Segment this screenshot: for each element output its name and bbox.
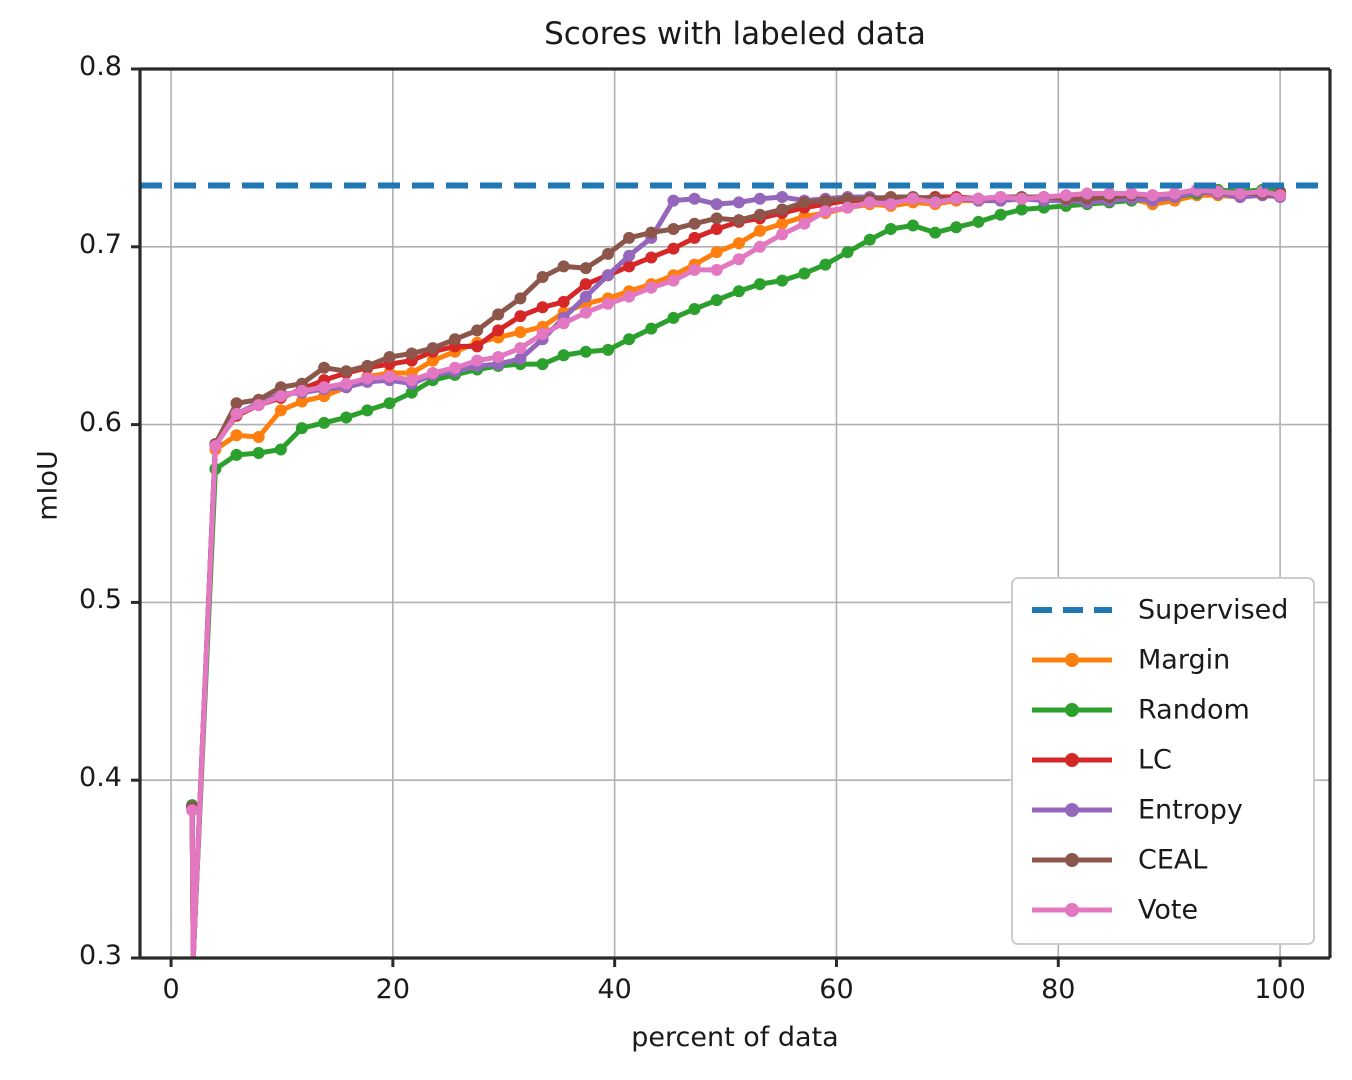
legend-marker — [1065, 903, 1079, 917]
x-axis-label: percent of data — [631, 1022, 839, 1053]
chart-title: Scores with labeled data — [544, 16, 926, 52]
legend-item-supervised[interactable]: Supervised — [1032, 595, 1288, 626]
legend-item-entropy[interactable]: Entropy — [1032, 795, 1243, 826]
legend-item-margin[interactable]: Margin — [1032, 645, 1230, 676]
legend-marker — [1065, 653, 1079, 667]
legend-label: CEAL — [1138, 845, 1207, 876]
y-tick-label: 0.3 — [79, 940, 122, 971]
y-tick-label: 0.8 — [79, 51, 122, 82]
legend-marker — [1065, 853, 1079, 867]
legend-marker — [1065, 753, 1079, 767]
x-tick-label: 20 — [375, 974, 411, 1005]
legend-label: Vote — [1138, 895, 1198, 926]
axis-ticks — [131, 67, 1282, 967]
y-tick-label: 0.4 — [79, 762, 122, 794]
legend-marker — [1065, 803, 1079, 817]
legend-box — [1011, 577, 1315, 945]
x-tick-label: 100 — [1254, 974, 1306, 1005]
x-tick-label: 40 — [597, 974, 632, 1005]
legend-marker — [1065, 703, 1079, 717]
legend-item-ceal[interactable]: CEAL — [1032, 845, 1207, 876]
x-tick-label: 60 — [819, 974, 854, 1005]
legend-item-random[interactable]: Random — [1032, 695, 1250, 726]
legend-label: Margin — [1138, 645, 1230, 676]
legend-label: Entropy — [1138, 795, 1243, 826]
y-tick-label: 0.6 — [79, 406, 122, 438]
legend-label: LC — [1138, 745, 1172, 776]
y-tick-label: 0.5 — [79, 584, 122, 616]
legend-item-vote[interactable]: Vote — [1032, 895, 1198, 926]
legend[interactable]: Supervised Margin Random LC Entropy CEAL Vote — [1011, 577, 1315, 945]
x-tick-label: 0 — [162, 974, 180, 1005]
legend-label: Supervised — [1138, 595, 1288, 626]
axis-spines — [138, 67, 1332, 960]
y-tick-label: 0.7 — [79, 228, 122, 260]
series-vote — [186, 183, 1287, 958]
x-tick-label: 80 — [1041, 974, 1076, 1005]
series-lines — [186, 183, 1287, 958]
legend-label: Random — [1138, 695, 1250, 726]
legend-item-lc[interactable]: LC — [1032, 745, 1172, 776]
